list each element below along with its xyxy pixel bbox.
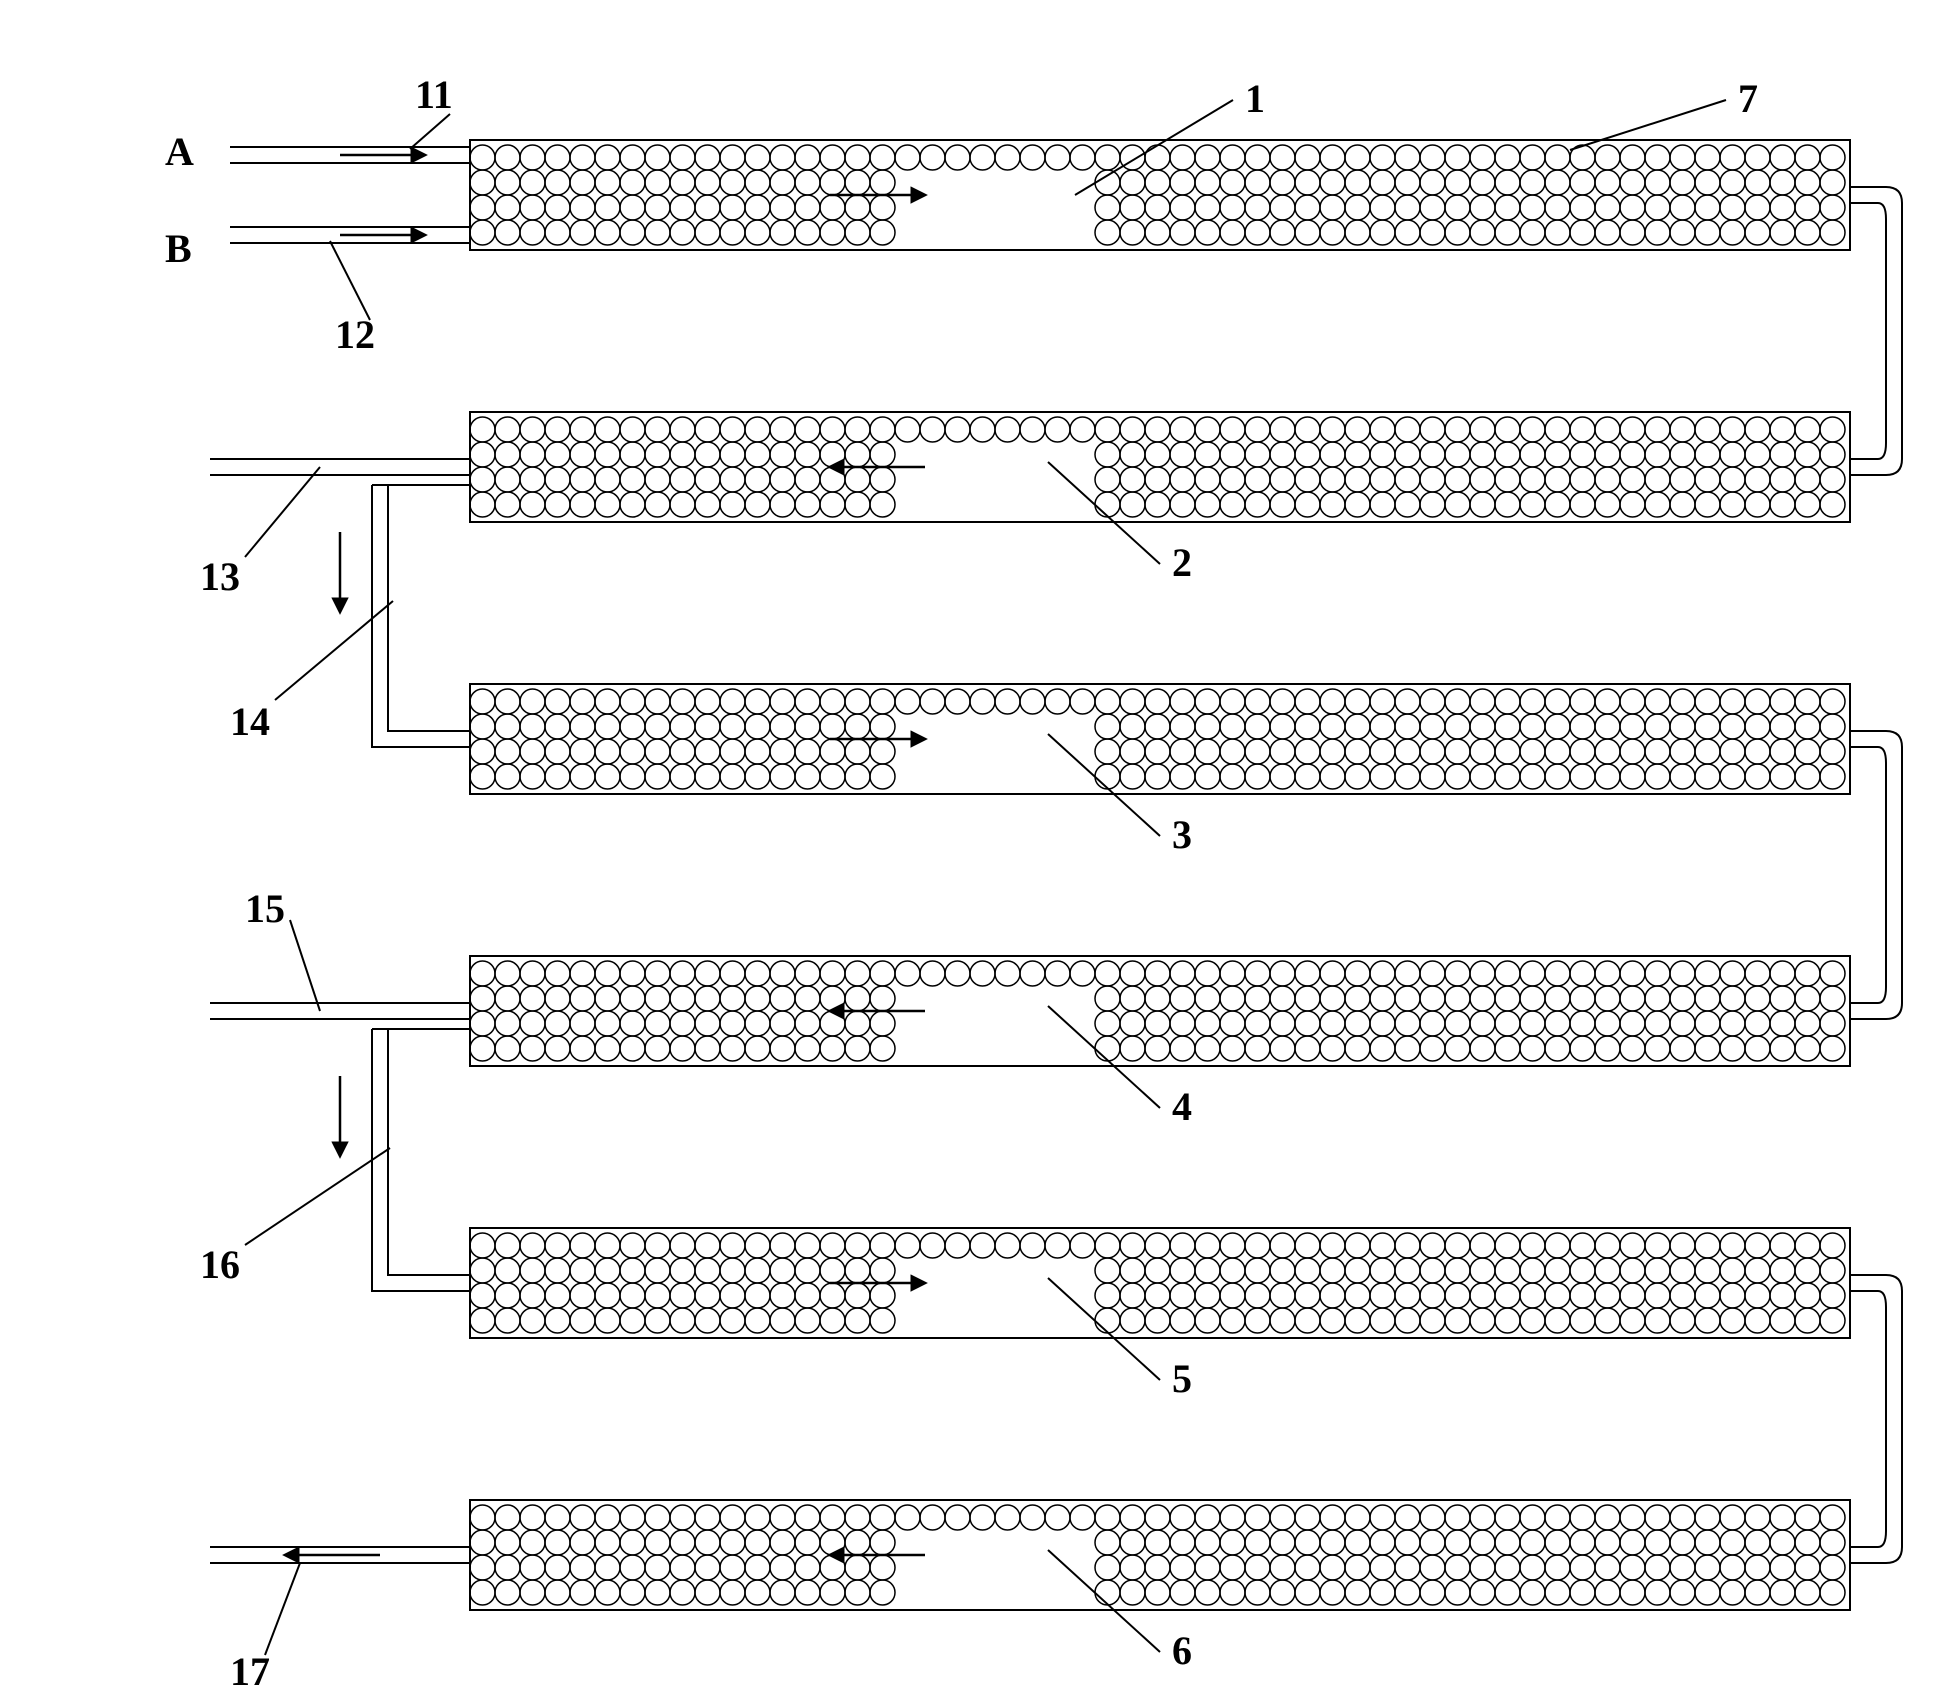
callout-6-label: 6 — [1172, 1628, 1192, 1673]
callout-4-label: 4 — [1172, 1084, 1192, 1129]
u-connector-right-3-4-outer — [1850, 731, 1902, 1019]
callout-11-label: 11 — [415, 72, 453, 117]
tube-4-packing — [470, 961, 1845, 1061]
tube-1-packing — [470, 145, 1845, 245]
tube-3-packing — [470, 689, 1845, 789]
callout-15-label: 15 — [245, 886, 285, 931]
callout-14-line — [275, 601, 393, 700]
callout-5-label: 5 — [1172, 1356, 1192, 1401]
callout-4-line — [1048, 1006, 1160, 1108]
callout-2-label: 2 — [1172, 540, 1192, 585]
callout-6-line — [1048, 1550, 1160, 1652]
tube-5-packing — [470, 1233, 1845, 1333]
callout-1-label: 1 — [1245, 76, 1265, 121]
callout-5-line — [1048, 1278, 1160, 1380]
callout-16-line — [245, 1148, 390, 1245]
u-connector-right-5-6-outer — [1850, 1275, 1902, 1563]
callout-12-label: 12 — [335, 312, 375, 357]
u-connector-right-1-2-outer — [1850, 187, 1902, 475]
split-down-16-inner — [388, 1029, 470, 1275]
callout-3-label: 3 — [1172, 812, 1192, 857]
callout-17-line — [265, 1563, 300, 1655]
callout-15-line — [290, 920, 320, 1011]
callout-16-label: 16 — [200, 1242, 240, 1287]
u-connector-right-5-6-inner — [1850, 1291, 1886, 1547]
split-down-16-outer — [372, 1029, 470, 1291]
u-connector-right-3-4-inner — [1850, 747, 1886, 1003]
callout-12-line — [330, 241, 370, 320]
inlet-A-label: A — [165, 129, 194, 174]
split-down-14-inner — [388, 485, 470, 731]
callout-3-line — [1048, 734, 1160, 836]
inlet-B-label: B — [165, 226, 192, 271]
callout-1-line — [1075, 100, 1233, 195]
callout-2-line — [1048, 462, 1160, 564]
tube-2-packing — [470, 417, 1845, 517]
callout-13-line — [245, 467, 320, 557]
split-down-14-outer — [372, 485, 470, 747]
callout-7-line — [1570, 100, 1726, 150]
callout-7-label: 7 — [1738, 76, 1758, 121]
tube-6-packing — [470, 1505, 1845, 1605]
callout-13-label: 13 — [200, 554, 240, 599]
callout-11-line — [410, 114, 450, 149]
callout-14-label: 14 — [230, 699, 270, 744]
u-connector-right-1-2-inner — [1850, 203, 1886, 459]
callout-17-label: 17 — [230, 1649, 270, 1687]
